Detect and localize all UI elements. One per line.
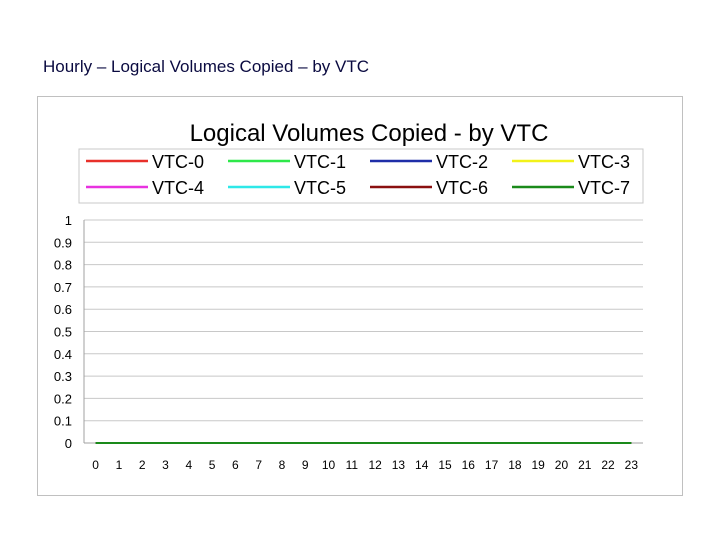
x-tick-label: 4 — [185, 458, 192, 472]
y-tick-label: 0.7 — [54, 280, 72, 295]
x-tick-label: 18 — [508, 458, 522, 472]
x-tick-label: 3 — [162, 458, 169, 472]
x-tick-label: 12 — [368, 458, 382, 472]
legend-box — [78, 148, 644, 204]
grid — [83, 219, 643, 444]
x-tick-label: 15 — [438, 458, 452, 472]
y-axis: 0 0.1 0.2 0.3 0.4 0.5 0.6 0.7 0.8 0.9 1 — [54, 213, 72, 451]
x-tick-label: 2 — [139, 458, 146, 472]
legend-label-vtc-5: VTC-5 — [294, 178, 346, 198]
legend-label-vtc-4: VTC-4 — [152, 178, 204, 198]
x-tick-label: 23 — [625, 458, 639, 472]
x-tick-label: 8 — [279, 458, 286, 472]
x-tick-label: 0 — [92, 458, 99, 472]
x-tick-label: 17 — [485, 458, 499, 472]
x-tick-label: 16 — [462, 458, 476, 472]
y-tick-label: 0.4 — [54, 347, 72, 362]
legend-label-vtc-3: VTC-3 — [578, 152, 630, 172]
y-tick-label: 1 — [65, 213, 72, 228]
x-tick-label: 1 — [116, 458, 123, 472]
legend-label-vtc-0: VTC-0 — [152, 152, 204, 172]
x-tick-label: 13 — [392, 458, 406, 472]
x-tick-label: 14 — [415, 458, 429, 472]
legend-label-vtc-7: VTC-7 — [578, 178, 630, 198]
y-tick-label: 0.6 — [54, 302, 72, 317]
y-tick-label: 0.3 — [54, 369, 72, 384]
x-tick-label: 21 — [578, 458, 592, 472]
chart-frame: Logical Volumes Copied - by VTC VTC-0 VTC… — [37, 96, 683, 496]
x-tick-label: 10 — [322, 458, 336, 472]
legend-label-vtc-1: VTC-1 — [294, 152, 346, 172]
line-chart: Logical Volumes Copied - by VTC VTC-0 VTC… — [54, 120, 644, 472]
x-tick-label: 11 — [346, 458, 359, 472]
chart-title: Logical Volumes Copied - by VTC — [190, 120, 549, 147]
y-tick-label: 0.8 — [54, 258, 72, 273]
x-tick-label: 9 — [302, 458, 309, 472]
y-tick-label: 0.1 — [54, 414, 72, 429]
legend: VTC-0 VTC-1 VTC-2 VTC-3 VTC-4 VTC-5 VTC-6 VTC-7 — [86, 152, 630, 198]
legend-label-vtc-2: VTC-2 — [436, 152, 488, 172]
x-tick-label: 19 — [532, 458, 546, 472]
y-tick-label: 0.9 — [54, 235, 72, 250]
x-tick-label: 22 — [601, 458, 615, 472]
y-tick-label: 0.2 — [54, 391, 72, 406]
x-tick-label: 7 — [255, 458, 262, 472]
y-tick-label: 0 — [65, 436, 72, 451]
x-tick-label: 20 — [555, 458, 569, 472]
x-tick-label: 6 — [232, 458, 239, 472]
legend-label-vtc-6: VTC-6 — [436, 178, 488, 198]
slide-title: Hourly – Logical Volumes Copied – by VTC — [43, 57, 369, 76]
y-tick-label: 0.5 — [54, 325, 72, 340]
x-tick-label: 5 — [209, 458, 216, 472]
x-axis: 0 1 2 3 4 5 6 7 8 9 10 11 12 13 14 15 16 17 18 19 20 21 22 23 — [92, 458, 638, 472]
